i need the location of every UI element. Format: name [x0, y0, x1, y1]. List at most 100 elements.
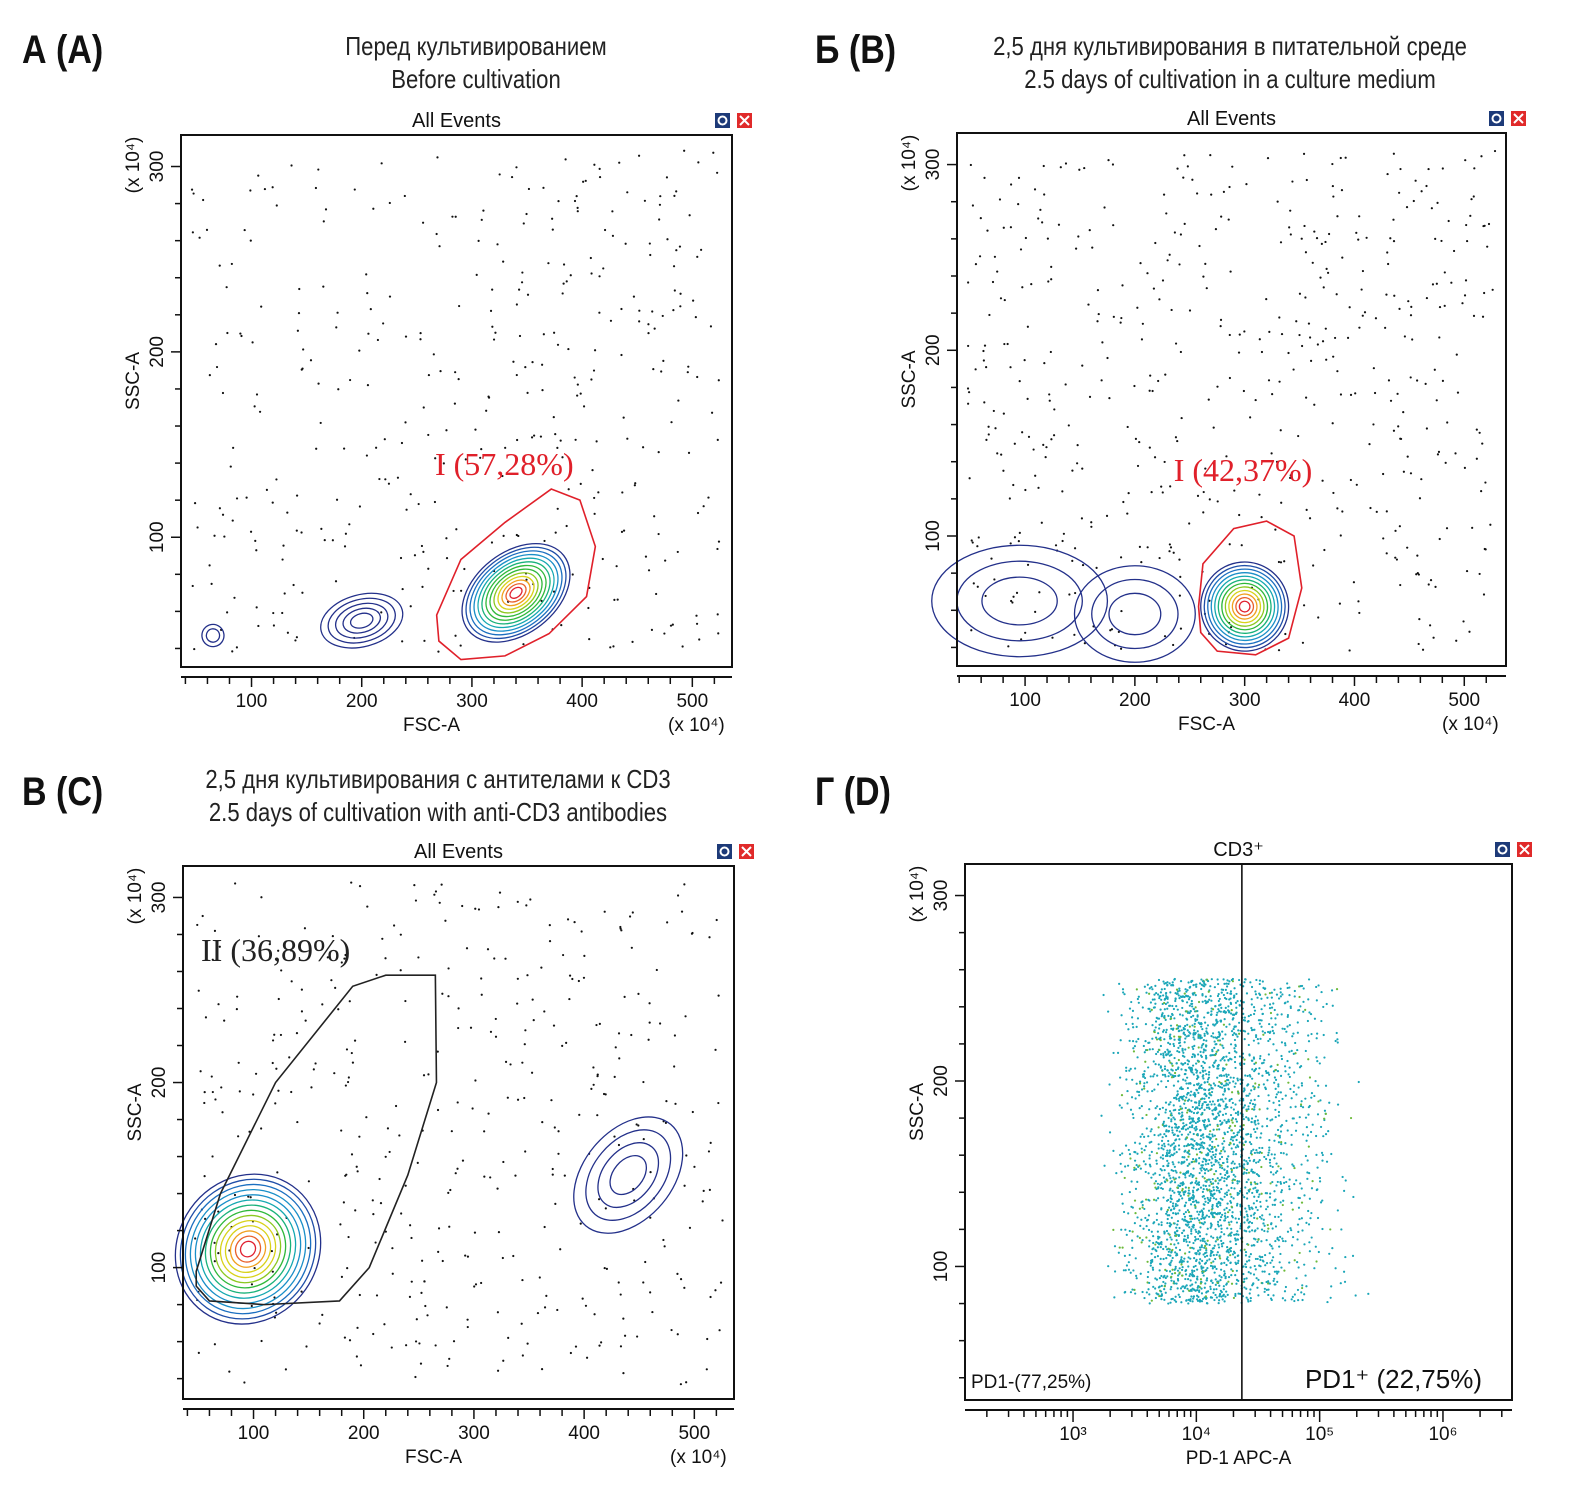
event-dot — [322, 285, 325, 288]
event-dot — [1194, 1199, 1198, 1202]
event-dot — [1173, 1272, 1177, 1275]
event-dot — [543, 1010, 546, 1013]
event-dot — [1150, 1299, 1153, 1302]
event-dot — [340, 1129, 343, 1132]
event-dot — [1367, 1292, 1370, 1295]
event-dot — [550, 1099, 553, 1102]
event-dot — [663, 632, 666, 635]
event-dot — [1174, 1123, 1178, 1126]
event-dot — [1152, 1222, 1155, 1225]
event-dot — [998, 198, 1002, 201]
event-dot — [1151, 389, 1154, 393]
event-dot — [1323, 1109, 1327, 1112]
settings-icon-gear — [1497, 844, 1508, 855]
event-dot — [1278, 1104, 1281, 1107]
event-dot — [1278, 1261, 1281, 1264]
event-dot — [1443, 271, 1446, 274]
event-dot — [276, 1171, 279, 1174]
event-dot — [1256, 1240, 1259, 1244]
event-dot — [1297, 1230, 1300, 1233]
event-dot — [696, 511, 700, 515]
close-icon[interactable] — [1517, 842, 1532, 857]
event-dot — [1250, 1168, 1253, 1171]
event-dot — [1304, 1049, 1307, 1053]
event-dot — [1269, 1030, 1272, 1033]
event-dot — [1229, 1246, 1233, 1250]
event-dot — [554, 531, 557, 534]
event-dot — [598, 275, 601, 278]
event-dot — [1164, 1108, 1168, 1111]
close-icon-x — [1513, 113, 1524, 124]
event-dot — [1162, 1280, 1165, 1284]
event-dot — [1097, 312, 1100, 316]
event-dot — [1164, 992, 1168, 995]
event-dot — [1260, 1025, 1263, 1028]
event-dot — [1228, 185, 1231, 189]
event-dot — [1202, 1051, 1205, 1054]
event-dot — [1215, 1149, 1218, 1152]
settings-icon[interactable] — [715, 113, 730, 128]
event-dot — [1288, 986, 1291, 989]
event-dot — [1244, 1186, 1247, 1189]
event-dot — [1269, 1261, 1272, 1264]
event-dot — [1211, 1109, 1214, 1112]
event-dot — [1156, 1105, 1159, 1108]
event-dot — [556, 1308, 559, 1312]
close-icon-x — [741, 846, 752, 857]
event-dot — [1193, 1127, 1196, 1130]
event-dot — [1215, 1253, 1218, 1256]
event-dot — [987, 433, 990, 436]
close-icon[interactable] — [1511, 111, 1526, 126]
event-dot — [386, 1127, 390, 1130]
settings-icon[interactable] — [717, 844, 732, 859]
event-dot — [255, 549, 258, 552]
plot-panel-3: CD3⁺PD1-(77,25%) PD1⁺ (22,75%)10³ 10⁴ 10⁵ 10… — [907, 839, 1532, 1469]
event-dot — [1311, 1123, 1314, 1126]
settings-icon[interactable] — [1495, 842, 1510, 857]
event-dot — [1203, 1097, 1206, 1100]
event-dot — [1171, 1161, 1174, 1164]
event-dot — [1164, 1245, 1167, 1248]
event-dot — [1128, 1253, 1131, 1257]
event-dot — [676, 894, 680, 897]
event-dot — [1229, 1142, 1232, 1145]
event-dot — [1222, 1084, 1226, 1087]
event-dot — [1445, 527, 1449, 530]
event-dot — [647, 569, 651, 572]
event-dot — [1196, 1275, 1199, 1278]
event-dot — [1166, 1069, 1169, 1072]
event-dot — [1274, 1171, 1278, 1174]
settings-icon[interactable] — [1489, 111, 1504, 126]
event-dot — [1177, 1190, 1180, 1194]
event-dot — [1213, 1298, 1216, 1302]
event-dot — [1212, 1236, 1215, 1239]
event-dot — [1212, 1182, 1215, 1185]
event-dot — [1223, 982, 1226, 985]
event-dot — [205, 228, 209, 231]
event-dot — [1225, 1063, 1228, 1066]
event-dot — [1251, 1068, 1254, 1071]
close-icon[interactable] — [737, 113, 752, 128]
event-dot — [1177, 1293, 1180, 1296]
event-dot — [356, 1326, 359, 1329]
event-dot — [320, 527, 323, 530]
event-dot — [1288, 1024, 1291, 1027]
event-dot — [604, 1207, 607, 1210]
event-dot — [1162, 1164, 1165, 1168]
event-dot — [420, 1291, 423, 1295]
event-dot — [1200, 1113, 1203, 1116]
event-dot — [1164, 1268, 1167, 1271]
event-dot — [1238, 1021, 1241, 1024]
event-dot — [1455, 353, 1458, 356]
event-dot — [1124, 1228, 1127, 1231]
event-dot — [1059, 166, 1062, 169]
close-icon[interactable] — [739, 844, 754, 859]
event-dot — [1274, 1239, 1277, 1243]
event-dot — [1254, 1035, 1258, 1039]
y-multiplier: (x 10⁴) — [123, 137, 144, 194]
event-dot — [1136, 1017, 1140, 1020]
event-dot — [1183, 154, 1186, 157]
event-dot — [1186, 1234, 1189, 1237]
event-dot — [1215, 1185, 1218, 1189]
event-dot — [1194, 1228, 1197, 1231]
